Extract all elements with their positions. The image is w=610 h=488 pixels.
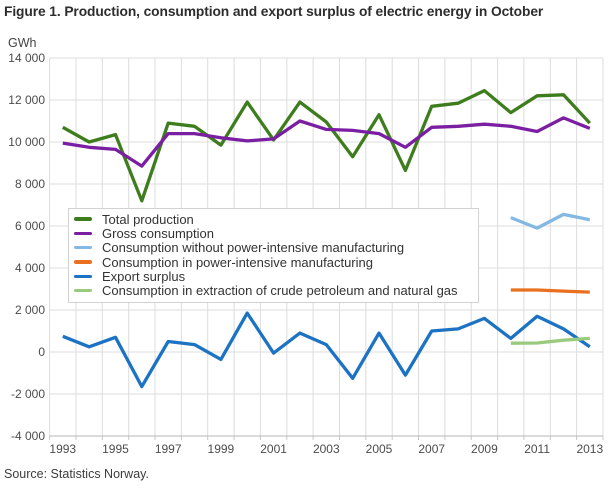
legend: Total production Gross consumption Consump… <box>68 208 479 303</box>
x-axis-label: 2007 <box>418 442 446 456</box>
y-axis-label: 2 000 <box>14 303 45 317</box>
series-line-total-production <box>61 88 592 203</box>
y-axis-label: -2 000 <box>10 387 45 401</box>
x-axis-label: 1997 <box>154 442 182 456</box>
x-axis-label: 2001 <box>260 442 287 456</box>
y-axis-label: 0 <box>38 345 45 359</box>
legend-item: Consumption without power-intensive manu… <box>74 240 478 256</box>
x-axis-label: 2009 <box>471 442 498 456</box>
legend-marker <box>74 260 92 264</box>
y-axis-label: 4 000 <box>14 261 45 275</box>
legend-marker <box>74 288 92 293</box>
x-axis-label: 2005 <box>365 442 393 456</box>
y-axis-label: 6 000 <box>14 219 45 233</box>
series-line-consumption-in-power-intensive-manufacturing <box>510 288 590 294</box>
x-axis-label: 1993 <box>49 442 77 456</box>
legend-item: Consumption in extraction of crude petro… <box>74 283 478 299</box>
series-line-consumption-in-extraction-of-crude-petroleum-and-natural-gas <box>510 336 590 345</box>
x-axis-label: 1999 <box>207 442 235 456</box>
legend-marker <box>74 245 92 250</box>
x-axis-label: 2011 <box>524 442 551 456</box>
legend-item: Gross consumption <box>74 225 478 241</box>
legend-item: Export surplus <box>74 268 478 284</box>
legend-item: Total production <box>74 211 478 227</box>
legend-label: Total production <box>102 211 194 227</box>
source-note: Source: Statistics Norway. <box>4 467 149 481</box>
y-axis-label: 12 000 <box>8 93 45 107</box>
legend-label: Consumption in power-intensive manufactu… <box>102 254 373 270</box>
y-axis-unit-label: GWh <box>8 36 37 50</box>
y-axis-label: 10 000 <box>8 135 45 149</box>
legend-item: Consumption in power-intensive manufactu… <box>74 254 478 270</box>
x-axis-label: 1995 <box>102 442 129 456</box>
x-axis-label: 2003 <box>312 442 340 456</box>
y-axis-label: 14 000 <box>8 51 45 65</box>
series-line-gross-consumption <box>62 116 591 168</box>
legend-marker <box>74 217 92 221</box>
figure-title: Figure 1. Production, consumption and ex… <box>4 4 544 19</box>
series-line-export-surplus <box>62 311 591 389</box>
legend-label: Gross consumption <box>102 225 214 241</box>
series-line-consumption-without-power-intensive-manufacturing <box>510 212 591 230</box>
x-axis-label: 2013 <box>576 442 604 456</box>
y-axis-label: -4 000 <box>10 429 45 443</box>
y-axis-label: 8 000 <box>14 177 45 191</box>
legend-marker <box>74 231 92 236</box>
legend-label: Export surplus <box>102 268 186 284</box>
legend-label: Consumption in extraction of crude petro… <box>102 283 458 299</box>
legend-marker <box>74 274 92 279</box>
legend-label: Consumption without power-intensive manu… <box>102 240 405 256</box>
